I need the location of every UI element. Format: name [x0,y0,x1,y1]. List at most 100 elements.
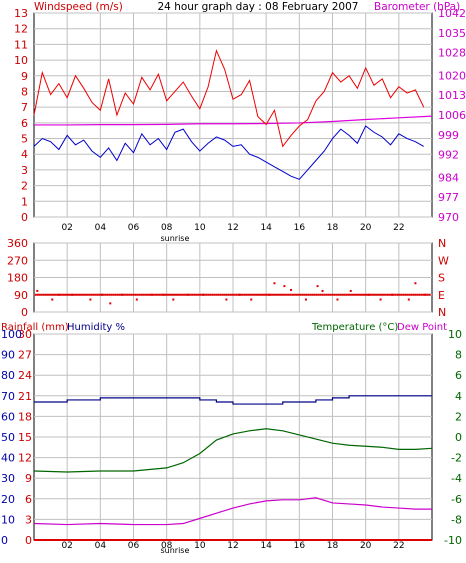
direction-point [197,293,200,296]
direction-point [279,293,282,296]
tick-label: 1020 [438,69,466,82]
direction-point [225,298,228,301]
tick-label: 8 [455,349,462,362]
direction-point [313,293,316,296]
direction-point [165,293,168,296]
sunrise-label: sunrise [160,234,189,243]
tick-label: 10 [1,513,15,526]
direction-point [382,293,385,296]
direction-point [66,293,69,296]
direction-point [189,293,192,296]
direction-point [289,293,292,296]
direction-point [185,293,188,296]
direction-point [388,293,391,296]
tick-label: -6 [451,493,462,506]
direction-point [359,293,362,296]
direction-point [261,293,264,296]
tick-label: 9 [21,70,28,83]
tick-label: 10 [194,541,206,551]
direction-point [336,298,339,301]
tick-label: 1035 [438,27,466,40]
direction-point [391,293,394,296]
humidity-line [34,395,432,405]
direction-point [323,293,326,296]
direction-point [172,298,175,301]
direction-point [233,293,236,296]
direction-point [136,293,139,296]
direction-point [333,293,336,296]
direction-point [128,293,131,296]
tick-label: 8 [21,85,28,98]
direction-point [416,293,419,296]
tick-label: 10 [194,223,206,233]
direction-point [374,293,377,296]
direction-point [283,285,286,288]
direction-point [412,293,415,296]
direction-point [347,293,350,296]
direction-point [144,293,147,296]
tick-label: 08 [161,223,173,233]
direction-point [351,293,354,296]
direction-point [112,293,115,296]
direction-point [221,293,224,296]
direction-point [329,293,332,296]
tick-label: 14 [260,223,272,233]
direction-point [424,293,427,296]
direction-point [34,293,37,296]
direction-point [404,293,407,296]
direction-point [305,293,308,296]
direction-point [134,293,137,296]
direction-point [275,293,278,296]
direction-point [57,293,60,296]
direction-point [245,293,248,296]
direction-point [327,293,330,296]
tick-label: 360 [7,237,28,250]
tick-label: 977 [438,191,459,204]
tick-label: 04 [95,223,107,233]
sunrise-label: sunrise [160,546,189,555]
tick-label: 3 [21,164,28,177]
direction-point [281,293,284,296]
direction-point [167,293,170,296]
tick-label: -2 [451,452,462,465]
direction-point [408,293,411,296]
tick-label: 992 [438,149,459,162]
direction-point [273,293,276,296]
tick-label: 9 [25,472,32,485]
direction-point [407,298,410,301]
direction-point [102,293,105,296]
direction-point [217,293,220,296]
direction-point [40,293,43,296]
barometer-axis-label: Barometer (hPa) [374,1,460,13]
direction-point [307,293,310,296]
tick-label: 18 [327,541,339,551]
tick-label: 0 [455,431,462,444]
tick-label: 16 [294,541,306,551]
rainfall-axis-label: Rainfall (mm) [1,322,69,333]
direction-point [253,293,256,296]
tick-label: 1028 [438,47,466,60]
direction-point [195,293,198,296]
direction-point [297,293,300,296]
barometer-ticks: 970 977 984 992 999 1006 1013 1020 1028 1035 1042 [438,7,466,224]
direction-point [378,293,381,296]
direction-point [380,293,383,296]
direction-point [124,293,127,296]
direction-point [140,293,143,296]
tick-label: 999 [438,129,459,142]
tick-label: 970 [438,211,459,224]
direction-point [361,293,364,296]
direction-point [202,293,205,296]
direction-point [287,293,290,296]
tick-label: 0 [21,211,28,224]
direction-point [191,293,194,296]
tick-label: 27 [18,349,32,362]
direction-point [110,293,113,296]
tick-label: 270 [7,254,28,267]
direction-point [142,293,145,296]
direction-point [257,293,260,296]
direction-grid [34,242,432,313]
